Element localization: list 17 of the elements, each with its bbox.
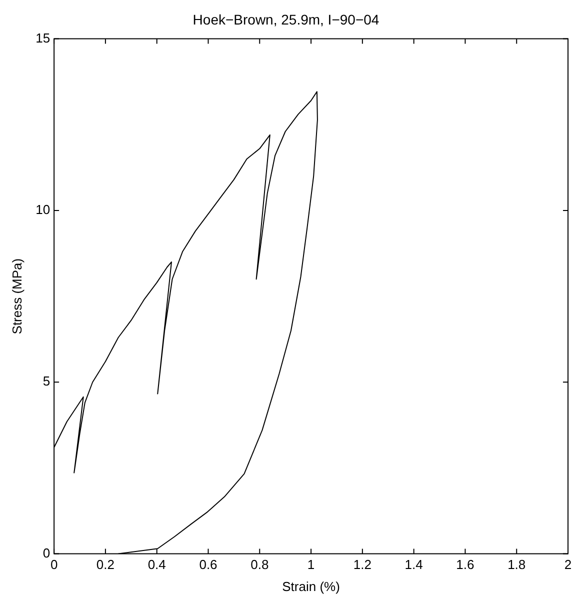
y-axis-title: Stress (MPa) — [9, 258, 24, 334]
x-tick-label: 1.8 — [508, 557, 526, 572]
y-tick-label: 15 — [36, 30, 50, 46]
x-tick-label: 2 — [564, 557, 572, 572]
x-tick-label: 1.6 — [456, 557, 474, 572]
x-tick-label: 0.2 — [96, 557, 114, 572]
y-tick-label: 0 — [42, 545, 50, 560]
x-tick-label: 0.8 — [250, 557, 269, 572]
y-tick-label: 10 — [36, 202, 50, 218]
chart-title: Hoek−Brown, 25.9m, I−90−04 — [192, 11, 380, 28]
x-tick-label: 1.4 — [404, 557, 423, 572]
x-tick-label: 0.4 — [148, 557, 166, 572]
x-tick-label: 0.6 — [199, 557, 218, 572]
y-tick-label: 5 — [42, 374, 50, 389]
x-tick-label: 1.2 — [353, 557, 372, 572]
x-tick-label: 1 — [307, 557, 315, 572]
x-axis-title: Strain (%) — [282, 578, 340, 594]
